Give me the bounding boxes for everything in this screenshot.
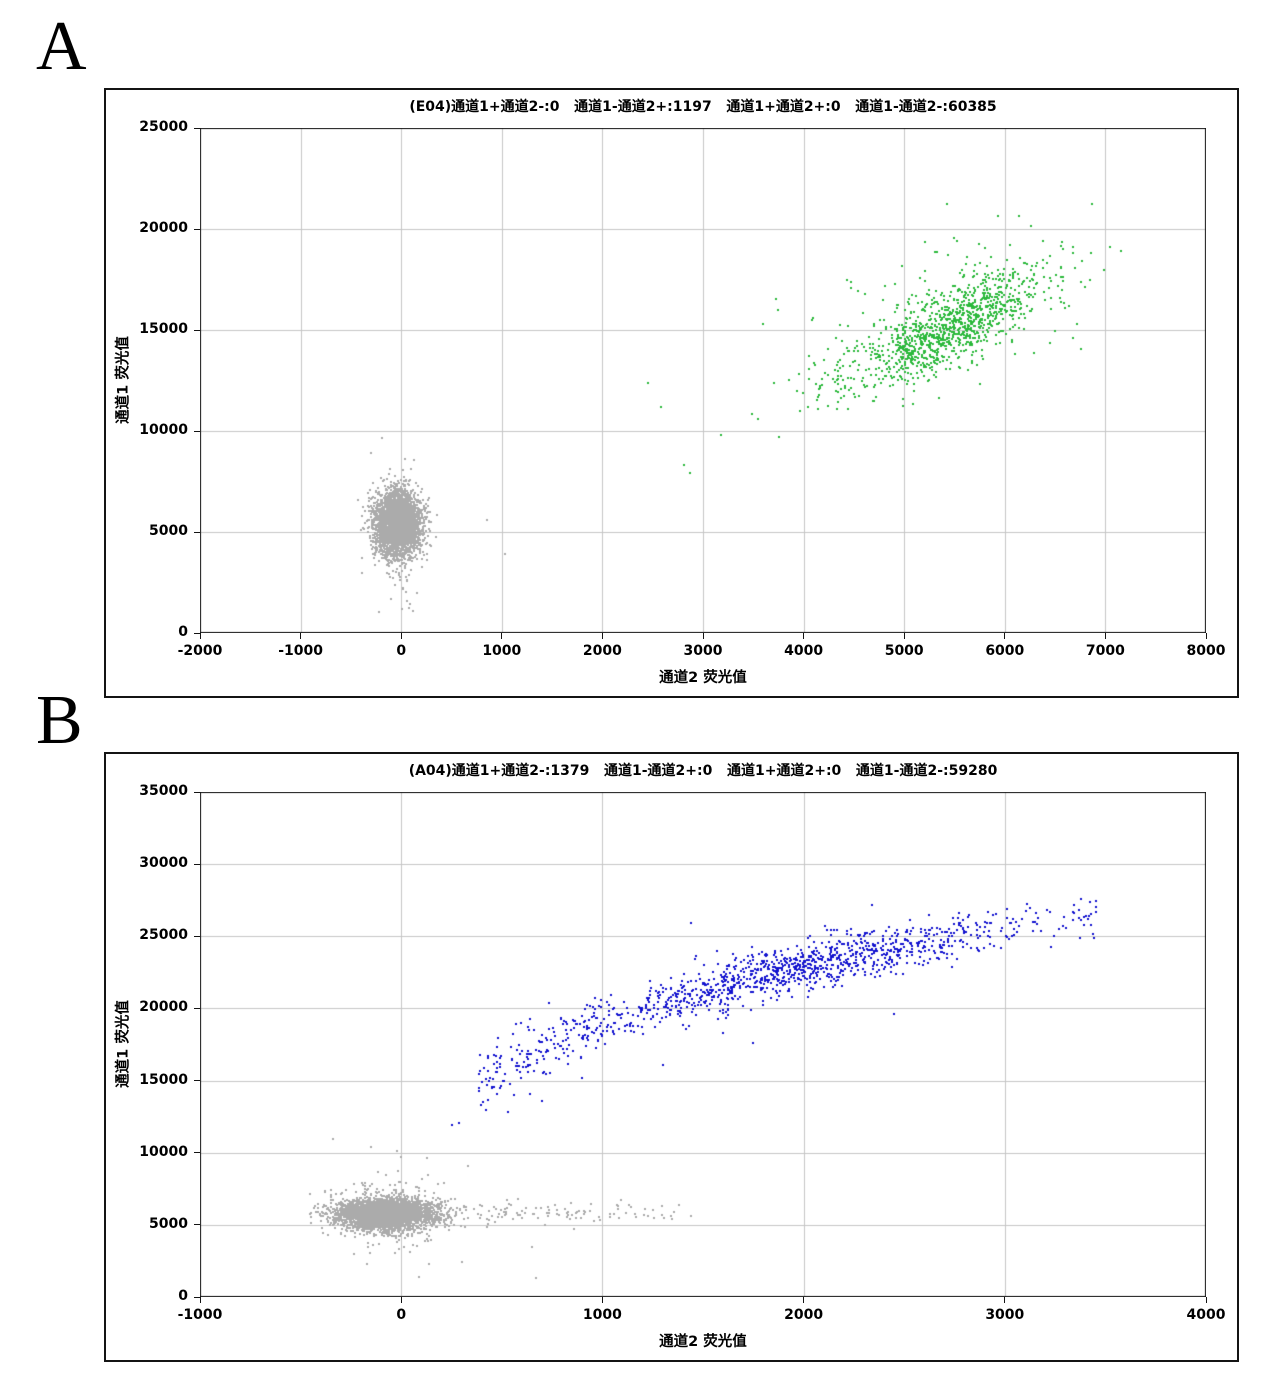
plot-b-plot-area: [200, 792, 1206, 1297]
x-tick-mark: [803, 633, 805, 639]
x-tick-label: 8000: [1186, 643, 1226, 659]
x-tick-mark: [1205, 633, 1207, 639]
x-tick-mark: [1004, 633, 1006, 639]
x-tick-mark: [1104, 633, 1106, 639]
y-tick-label: 25000: [139, 119, 188, 135]
y-tick-label: 35000: [139, 783, 188, 799]
x-tick-label: -2000: [177, 643, 223, 659]
panel-label-b: B: [36, 682, 83, 759]
y-tick-mark: [194, 228, 200, 230]
x-tick-label: 7000: [1085, 643, 1125, 659]
y-tick-label: 30000: [139, 855, 188, 872]
y-tick-mark: [194, 1080, 200, 1082]
x-tick-label: 0: [396, 1307, 407, 1323]
x-tick-label: 2000: [582, 643, 622, 659]
x-tick-label: 0: [396, 643, 407, 659]
x-tick-mark: [601, 1297, 603, 1303]
x-tick-label: 4000: [1186, 1307, 1226, 1323]
x-tick-label: 5000: [884, 643, 924, 659]
y-tick-mark: [194, 1224, 200, 1226]
y-tick-mark: [194, 791, 200, 793]
x-tick-mark: [501, 633, 503, 639]
plot-b-scatter-canvas: [200, 792, 1206, 1297]
x-tick-label: 2000: [784, 1307, 824, 1323]
x-tick-label: 4000: [784, 643, 824, 659]
plot-a-scatter-canvas: [200, 128, 1206, 633]
y-tick-label: 10000: [139, 422, 188, 438]
x-tick-label: 1000: [482, 643, 522, 659]
x-tick-mark: [300, 633, 302, 639]
y-tick-label: 15000: [139, 321, 188, 337]
y-tick-mark: [194, 430, 200, 432]
plot-b-x-axis-title: 通道2 荧光值: [659, 1334, 747, 1350]
plot-b-title: (A04)通道1+通道2-:1379 通道1-通道2+:0 通道1+通道2+:0…: [408, 763, 998, 779]
y-tick-mark: [194, 935, 200, 937]
y-tick-mark: [194, 329, 200, 331]
x-tick-label: 6000: [985, 643, 1025, 659]
y-tick-label: 25000: [139, 927, 188, 944]
y-tick-label: 0: [178, 1288, 188, 1304]
x-tick-mark: [400, 633, 402, 639]
x-tick-label: 1000: [582, 1307, 622, 1323]
y-tick-mark: [194, 531, 200, 533]
x-tick-mark: [400, 1297, 402, 1303]
x-tick-label: 3000: [683, 643, 723, 659]
plot-a-frame: (E04)通道1+通道2-:0 通道1-通道2+:1197 通道1+通道2+:0…: [104, 88, 1239, 698]
plot-a-x-axis-title: 通道2 荧光值: [659, 670, 747, 686]
x-tick-label: -1000: [278, 643, 323, 659]
x-tick-mark: [803, 1297, 805, 1303]
x-tick-label: 3000: [985, 1307, 1025, 1323]
x-tick-mark: [903, 633, 905, 639]
y-tick-label: 20000: [139, 999, 188, 1016]
y-tick-mark: [194, 1007, 200, 1009]
x-tick-mark: [199, 633, 201, 639]
x-tick-mark: [601, 633, 603, 639]
y-tick-mark: [194, 863, 200, 865]
x-tick-mark: [1004, 1297, 1006, 1303]
plot-a-y-axis-title: 通道1 荧光值: [115, 336, 132, 424]
x-tick-label: -1000: [177, 1307, 223, 1323]
y-tick-label: 5000: [149, 523, 188, 539]
y-tick-label: 15000: [139, 1071, 188, 1088]
y-tick-mark: [194, 632, 200, 634]
y-tick-label: 0: [178, 624, 188, 640]
y-tick-mark: [194, 1296, 200, 1298]
x-tick-mark: [199, 1297, 201, 1303]
x-tick-mark: [702, 633, 704, 639]
panel-label-a: A: [36, 8, 87, 85]
plot-b-frame: (A04)通道1+通道2-:1379 通道1-通道2+:0 通道1+通道2+:0…: [104, 752, 1239, 1362]
plot-a-title: (E04)通道1+通道2-:0 通道1-通道2+:1197 通道1+通道2+:0…: [409, 99, 997, 115]
x-tick-mark: [1205, 1297, 1207, 1303]
y-tick-label: 5000: [149, 1215, 188, 1232]
y-tick-label: 10000: [139, 1143, 188, 1160]
y-tick-label: 20000: [139, 220, 188, 236]
y-tick-mark: [194, 1152, 200, 1154]
y-tick-mark: [194, 127, 200, 129]
plot-a-plot-area: [200, 128, 1206, 633]
